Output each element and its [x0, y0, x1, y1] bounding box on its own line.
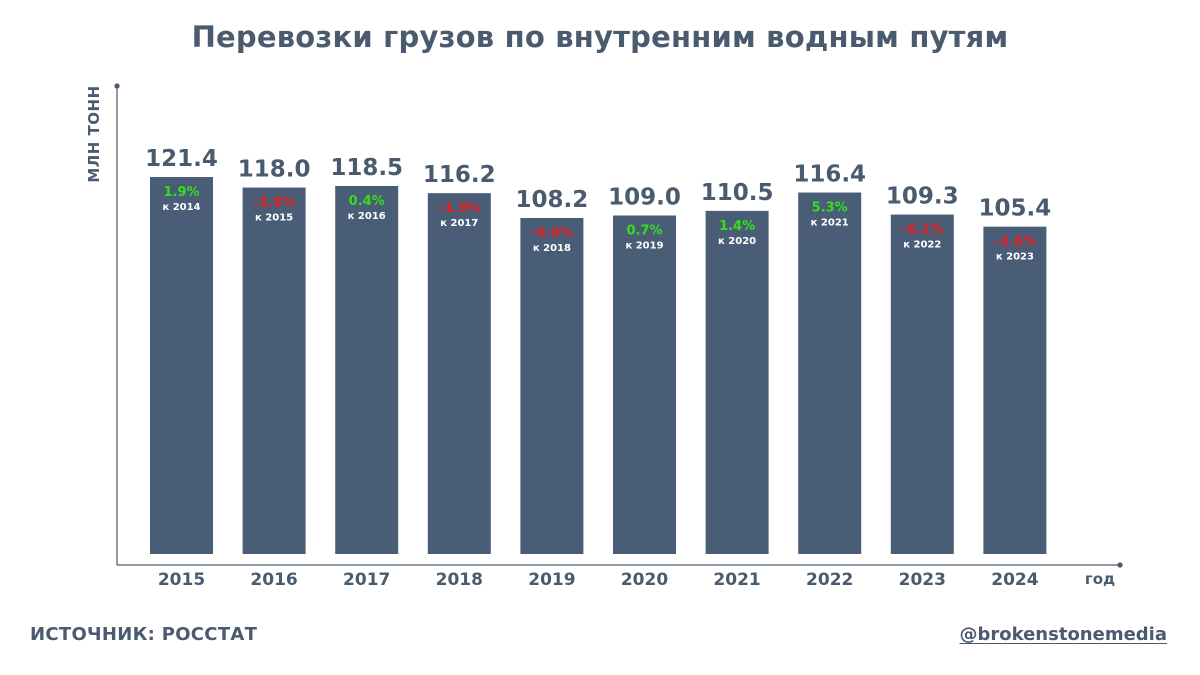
change-label-2020: 0.7%: [626, 224, 662, 239]
x-tick-2018: 2018: [436, 570, 483, 590]
change-ref-2016: к 2015: [255, 213, 293, 224]
bar-2015: [150, 177, 213, 554]
change-label-2024: –3.6%: [994, 235, 1037, 250]
change-ref-2022: к 2021: [811, 218, 849, 229]
bar-2020: [613, 215, 676, 554]
y-axis-label: МЛН ТОНН: [85, 85, 103, 182]
source-note: ИСТОЧНИК: РОССТАТ: [30, 624, 258, 645]
bar-2019: [520, 217, 584, 554]
bar-2022: [798, 192, 862, 555]
change-ref-2019: к 2018: [533, 243, 571, 254]
x-tick-2024: 2024: [991, 570, 1038, 590]
value-label-2015: 121.4: [145, 146, 218, 172]
change-label-2016: –2.8%: [253, 196, 296, 211]
x-tick-2015: 2015: [158, 570, 205, 590]
change-ref-2020: к 2019: [625, 241, 663, 252]
x-tick-2021: 2021: [713, 570, 760, 590]
change-ref-2021: к 2020: [718, 236, 756, 247]
change-label-2015: 1.9%: [163, 185, 199, 200]
x-tick-2017: 2017: [343, 570, 390, 590]
x-tick-2020: 2020: [621, 570, 668, 590]
value-label-2018: 116.2: [423, 162, 496, 188]
change-label-2022: 5.3%: [812, 201, 848, 216]
bar-2024: [983, 226, 1047, 554]
change-ref-2017: к 2016: [348, 211, 386, 222]
value-label-2024: 105.4: [979, 196, 1052, 222]
bar-2021: [705, 210, 769, 555]
bar-2018: [427, 193, 491, 555]
value-label-2019: 108.2: [516, 187, 589, 213]
value-label-2016: 118.0: [238, 157, 311, 183]
value-label-2022: 116.4: [793, 162, 866, 188]
x-tick-2016: 2016: [250, 570, 297, 590]
change-label-2023: –6.1%: [901, 223, 944, 238]
x-axis-label: год: [1085, 570, 1115, 588]
value-label-2021: 110.5: [701, 180, 774, 206]
author-handle-link[interactable]: @brokenstonemedia: [959, 624, 1167, 645]
change-label-2019: –6.9%: [531, 226, 574, 241]
bar-2016: [242, 187, 306, 555]
value-label-2020: 109.0: [608, 185, 681, 211]
change-label-2018: –1.9%: [438, 201, 481, 216]
change-ref-2024: к 2023: [996, 252, 1034, 263]
change-label-2017: 0.4%: [349, 194, 385, 209]
x-tick-2019: 2019: [528, 570, 575, 590]
bar-2017: [335, 186, 399, 554]
y-axis-end-dot: [114, 83, 120, 89]
change-ref-2018: к 2017: [440, 218, 478, 229]
change-label-2021: 1.4%: [719, 219, 755, 234]
change-ref-2015: к 2014: [162, 202, 200, 213]
x-tick-2022: 2022: [806, 570, 853, 590]
chart-title: Перевозки грузов по внутренним водным пу…: [191, 20, 1009, 54]
x-tick-2023: 2023: [899, 570, 946, 590]
value-label-2023: 109.3: [886, 184, 959, 210]
change-ref-2023: к 2022: [903, 240, 941, 251]
x-axis-end-dot: [1117, 562, 1123, 568]
bar-2023: [890, 214, 954, 554]
value-label-2017: 118.5: [330, 155, 403, 181]
